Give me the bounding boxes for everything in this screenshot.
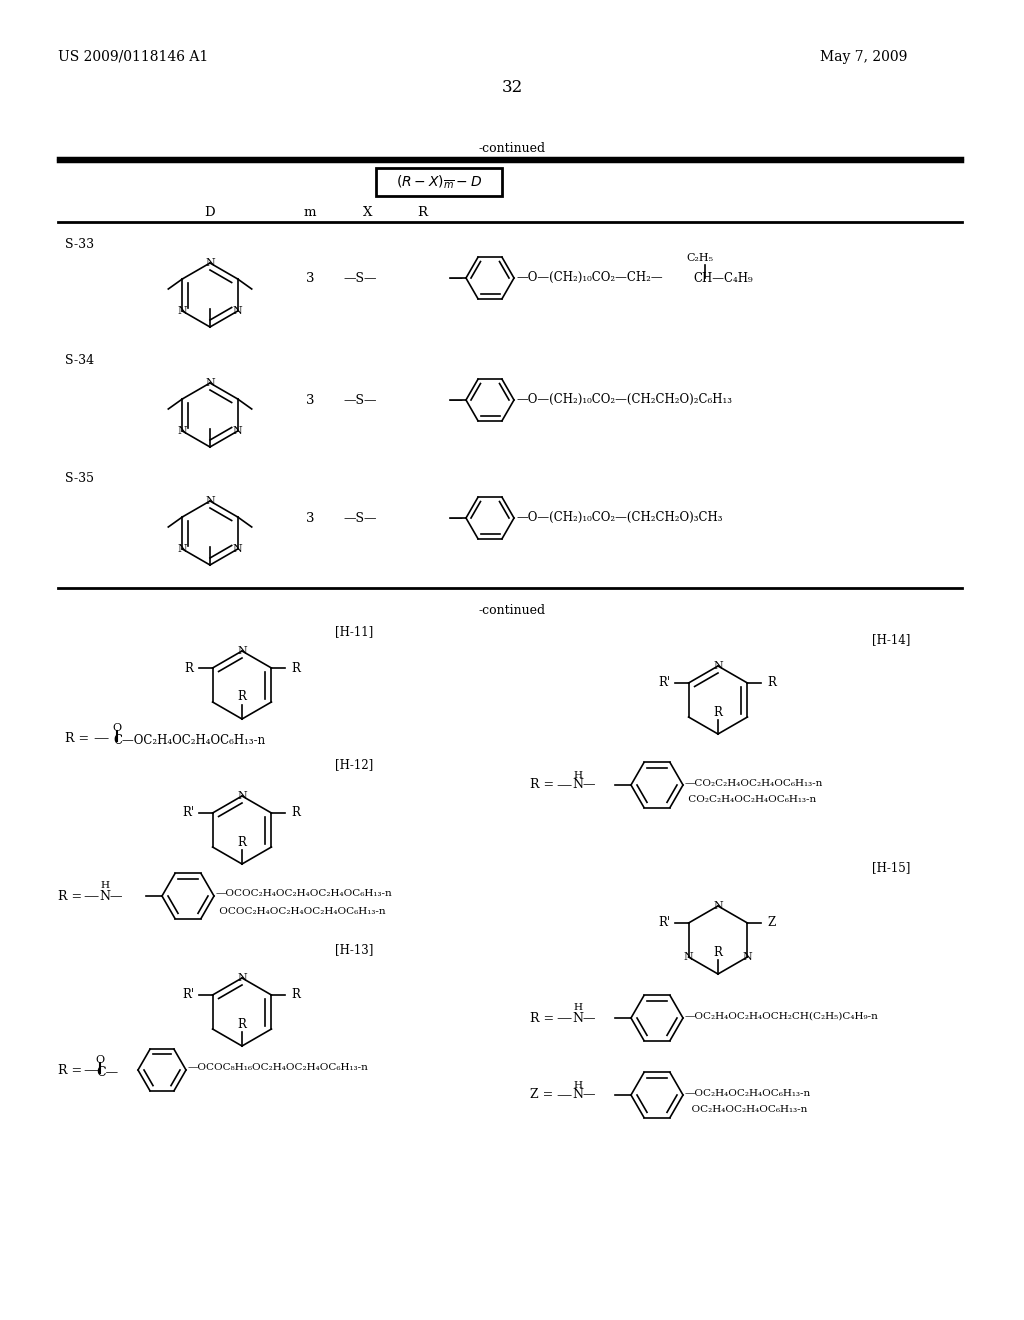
Text: [H-13]: [H-13] <box>335 944 374 957</box>
Text: R =: R = <box>530 1011 554 1024</box>
Text: US 2009/0118146 A1: US 2009/0118146 A1 <box>58 50 208 63</box>
Text: —: — <box>556 1088 571 1102</box>
Text: N: N <box>232 544 243 554</box>
Text: —O—(CH₂)₁₀CO₂—(CH₂CH₂O)₂C₆H₁₃: —O—(CH₂)₁₀CO₂—(CH₂CH₂O)₂C₆H₁₃ <box>516 392 732 405</box>
Text: CO₂C₂H₄OC₂H₄OC₆H₁₃-n: CO₂C₂H₄OC₂H₄OC₆H₁₃-n <box>685 796 816 804</box>
Text: N: N <box>238 973 247 983</box>
Text: N—: N— <box>572 1011 596 1024</box>
Text: D: D <box>205 206 215 219</box>
Text: —S—: —S— <box>343 511 377 524</box>
Text: O: O <box>95 1055 104 1065</box>
Text: N: N <box>232 426 243 436</box>
Text: -continued: -continued <box>478 603 546 616</box>
Text: N—: N— <box>99 890 123 903</box>
Text: R: R <box>291 807 300 820</box>
Text: 3: 3 <box>306 511 314 524</box>
Text: R: R <box>184 661 193 675</box>
Text: CH—C₄H₉: CH—C₄H₉ <box>693 272 753 285</box>
Text: N: N <box>205 378 215 388</box>
Text: —: — <box>93 731 109 744</box>
Text: C—OC₂H₄OC₂H₄OC₆H₁₃-n: C—OC₂H₄OC₂H₄OC₆H₁₃-n <box>113 734 265 747</box>
Text: May 7, 2009: May 7, 2009 <box>820 50 907 63</box>
Text: R: R <box>238 836 247 849</box>
Text: N: N <box>177 306 187 315</box>
Text: —: — <box>83 888 98 903</box>
Text: N: N <box>238 791 247 801</box>
Text: —OCOC₈H₁₆OC₂H₄OC₂H₄OC₆H₁₃-n: —OCOC₈H₁₆OC₂H₄OC₂H₄OC₆H₁₃-n <box>188 1064 369 1072</box>
Text: N: N <box>684 952 693 962</box>
Text: N: N <box>177 544 187 554</box>
Text: Z =: Z = <box>530 1089 553 1101</box>
Text: R: R <box>767 676 776 689</box>
Text: —: — <box>449 511 462 525</box>
Text: N: N <box>177 426 187 436</box>
Text: S-35: S-35 <box>65 471 94 484</box>
Text: —: — <box>556 1011 571 1026</box>
Text: —S—: —S— <box>343 272 377 285</box>
Text: N—: N— <box>572 1089 596 1101</box>
Text: [H-11]: [H-11] <box>335 626 374 639</box>
Text: R': R' <box>182 989 195 1002</box>
Text: 3: 3 <box>306 272 314 285</box>
Text: N: N <box>713 661 723 671</box>
Text: N—: N— <box>572 779 596 792</box>
Text: R': R' <box>658 676 671 689</box>
Text: N: N <box>238 645 247 656</box>
Text: H: H <box>573 1081 583 1089</box>
Text: R: R <box>417 206 427 219</box>
Text: —: — <box>449 393 462 407</box>
Text: N: N <box>232 306 243 315</box>
Text: H: H <box>100 882 110 891</box>
Text: N: N <box>742 952 753 962</box>
Text: R: R <box>714 945 723 958</box>
Text: X: X <box>364 206 373 219</box>
Text: —: — <box>449 271 462 285</box>
Text: R: R <box>291 989 300 1002</box>
Text: —O—(CH₂)₁₀CO₂—(CH₂CH₂O)₃CH₃: —O—(CH₂)₁₀CO₂—(CH₂CH₂O)₃CH₃ <box>516 511 723 524</box>
Text: —OC₂H₄OC₂H₄OCH₂CH(C₂H₅)C₄H₉-n: —OC₂H₄OC₂H₄OCH₂CH(C₂H₅)C₄H₉-n <box>685 1011 879 1020</box>
Text: S-33: S-33 <box>65 238 94 251</box>
Text: R: R <box>238 690 247 704</box>
Text: S-34: S-34 <box>65 354 94 367</box>
Text: [H-14]: [H-14] <box>872 634 910 647</box>
Text: H: H <box>573 1003 583 1012</box>
Text: $(R-X)_{\overline{m}}-D$: $(R-X)_{\overline{m}}-D$ <box>396 173 482 191</box>
Text: OC₂H₄OC₂H₄OC₆H₁₃-n: OC₂H₄OC₂H₄OC₆H₁₃-n <box>685 1106 807 1114</box>
Text: N: N <box>205 257 215 268</box>
Text: m: m <box>304 206 316 219</box>
Text: —: — <box>83 1063 98 1077</box>
Text: -continued: -continued <box>478 141 546 154</box>
Text: 3: 3 <box>306 393 314 407</box>
Text: R: R <box>714 705 723 718</box>
Text: Z: Z <box>767 916 775 929</box>
Text: R': R' <box>658 916 671 929</box>
Text: R =: R = <box>58 890 82 903</box>
Text: —OC₂H₄OC₂H₄OC₆H₁₃-n: —OC₂H₄OC₂H₄OC₆H₁₃-n <box>685 1089 811 1097</box>
FancyBboxPatch shape <box>376 168 502 195</box>
Text: OCOC₂H₄OC₂H₄OC₂H₄OC₆H₁₃-n: OCOC₂H₄OC₂H₄OC₂H₄OC₆H₁₃-n <box>216 907 386 916</box>
Text: R: R <box>291 661 300 675</box>
Text: R =: R = <box>65 731 89 744</box>
Text: R =: R = <box>58 1064 82 1077</box>
Text: —CO₂C₂H₄OC₂H₄OC₆H₁₃-n: —CO₂C₂H₄OC₂H₄OC₆H₁₃-n <box>685 779 823 788</box>
Text: N: N <box>205 496 215 506</box>
Text: N: N <box>713 902 723 911</box>
Text: H: H <box>573 771 583 780</box>
Text: C—: C— <box>96 1067 118 1080</box>
Text: —OCOC₂H₄OC₂H₄OC₂H₄OC₆H₁₃-n: —OCOC₂H₄OC₂H₄OC₂H₄OC₆H₁₃-n <box>216 890 393 899</box>
Text: 32: 32 <box>502 78 522 95</box>
Text: —O—(CH₂)₁₀CO₂—CH₂—: —O—(CH₂)₁₀CO₂—CH₂— <box>516 271 663 284</box>
Text: —: — <box>556 777 571 792</box>
Text: —S—: —S— <box>343 393 377 407</box>
Text: O: O <box>113 723 122 733</box>
Text: [H-12]: [H-12] <box>335 759 374 771</box>
Text: [H-15]: [H-15] <box>872 862 910 874</box>
Text: R =: R = <box>530 779 554 792</box>
Text: C₂H₅: C₂H₅ <box>686 253 714 263</box>
Text: R': R' <box>182 807 195 820</box>
Text: R: R <box>238 1018 247 1031</box>
